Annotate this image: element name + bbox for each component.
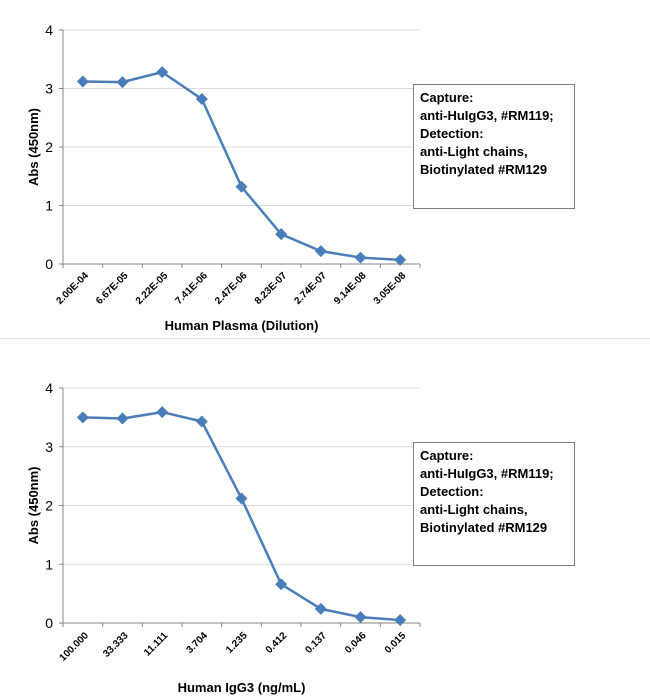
y-tick-label: 4 [45, 22, 53, 38]
data-point [275, 578, 288, 591]
x-tick-label: 9.14E-08 [332, 270, 369, 307]
y-tick-label: 3 [45, 81, 53, 97]
x-tick-label: 0.046 [343, 630, 369, 656]
x-tick-label: 100.000 [58, 630, 92, 664]
chart-bottom-svg: 0 1 2 3 4 100.000 33.333 11.111 3.704 1.235 0.412 0… [26, 380, 421, 695]
y-tick-label: 1 [45, 198, 53, 214]
y-tick-label: 1 [45, 556, 53, 572]
data-point [354, 251, 367, 264]
y-tick-label: 4 [45, 380, 53, 396]
x-tick-label: 8.23E-07 [253, 270, 290, 307]
chart-bottom-legend: Capture: anti-HuIgG3, #RM119; Detection: an… [413, 442, 575, 566]
data-point [116, 76, 129, 89]
data-point [394, 614, 407, 627]
y-tick-label: 2 [45, 498, 53, 514]
data-point [394, 253, 407, 266]
data-point [354, 611, 367, 624]
x-tick-label: 0.015 [383, 630, 409, 656]
x-axis-label: Human Plasma (Dilution) [165, 318, 319, 333]
y-tick-label: 0 [45, 256, 53, 272]
x-tick-label: 3.704 [184, 630, 210, 656]
x-axis-label: Human IgG3 (ng/mL) [178, 680, 306, 695]
x-tick-label: 0.137 [303, 630, 329, 656]
x-tick-label: 11.111 [142, 630, 171, 659]
y-tick-label: 2 [45, 139, 53, 155]
legend-line: anti-HuIgG3, #RM119; [420, 108, 554, 123]
x-tick-label: 33.333 [101, 630, 131, 660]
legend-line: Detection: [420, 484, 484, 499]
data-point [156, 66, 169, 79]
chart-top-legend: Capture: anti-HuIgG3, #RM119; Detection: an… [413, 84, 575, 209]
legend-line: Biotinylated #RM129 [420, 520, 548, 535]
series-line [82, 70, 401, 262]
data-point [314, 602, 327, 615]
y-tick-label: 3 [45, 439, 53, 455]
data-point [314, 245, 327, 258]
legend-line: Detection: [420, 126, 484, 141]
data-point [235, 180, 248, 193]
legend-line: Capture: [420, 90, 474, 105]
x-tick-label: 1.235 [224, 630, 250, 656]
legend-line: Biotinylated #RM129 [420, 162, 548, 177]
legend-line: anti-Light chains, [420, 144, 528, 159]
data-point [116, 412, 129, 425]
x-tick-label: 2.00E-04 [54, 270, 91, 307]
legend-line: anti-Light chains, [420, 502, 528, 517]
x-tick-label: 2.22E-05 [134, 270, 171, 307]
data-point [156, 406, 169, 419]
y-axis-label: Abs (450nm) [26, 108, 41, 186]
y-axis-label: Abs (450nm) [26, 466, 41, 544]
chart-top-svg: 0 1 2 3 4 2.00E-04 6.67E-05 2.22E-05 7.41E-06 2.4… [26, 22, 421, 333]
data-point [76, 411, 89, 424]
legend-line: Capture: [420, 448, 474, 463]
chart-divider [0, 338, 650, 339]
chart-top: 0 1 2 3 4 2.00E-04 6.67E-05 2.22E-05 7.41E-06 2.4… [0, 0, 650, 340]
x-tick-label: 2.74E-07 [292, 270, 329, 307]
data-point [235, 492, 248, 505]
y-tick-label: 0 [45, 615, 53, 631]
series-line [82, 410, 401, 622]
x-tick-label: 0.412 [264, 630, 290, 656]
data-point [76, 75, 89, 88]
chart-bottom: 0 1 2 3 4 100.000 33.333 11.111 3.704 1.235 0.412 0… [0, 352, 650, 700]
x-tick-label: 3.05E-08 [372, 270, 409, 307]
x-tick-label: 7.41E-06 [173, 270, 210, 307]
legend-line: anti-HuIgG3, #RM119; [420, 466, 554, 481]
x-tick-label: 6.67E-05 [94, 270, 131, 307]
data-point [275, 228, 288, 241]
x-tick-label: 2.47E-06 [213, 270, 250, 307]
data-point [195, 93, 208, 106]
data-point [195, 415, 208, 428]
